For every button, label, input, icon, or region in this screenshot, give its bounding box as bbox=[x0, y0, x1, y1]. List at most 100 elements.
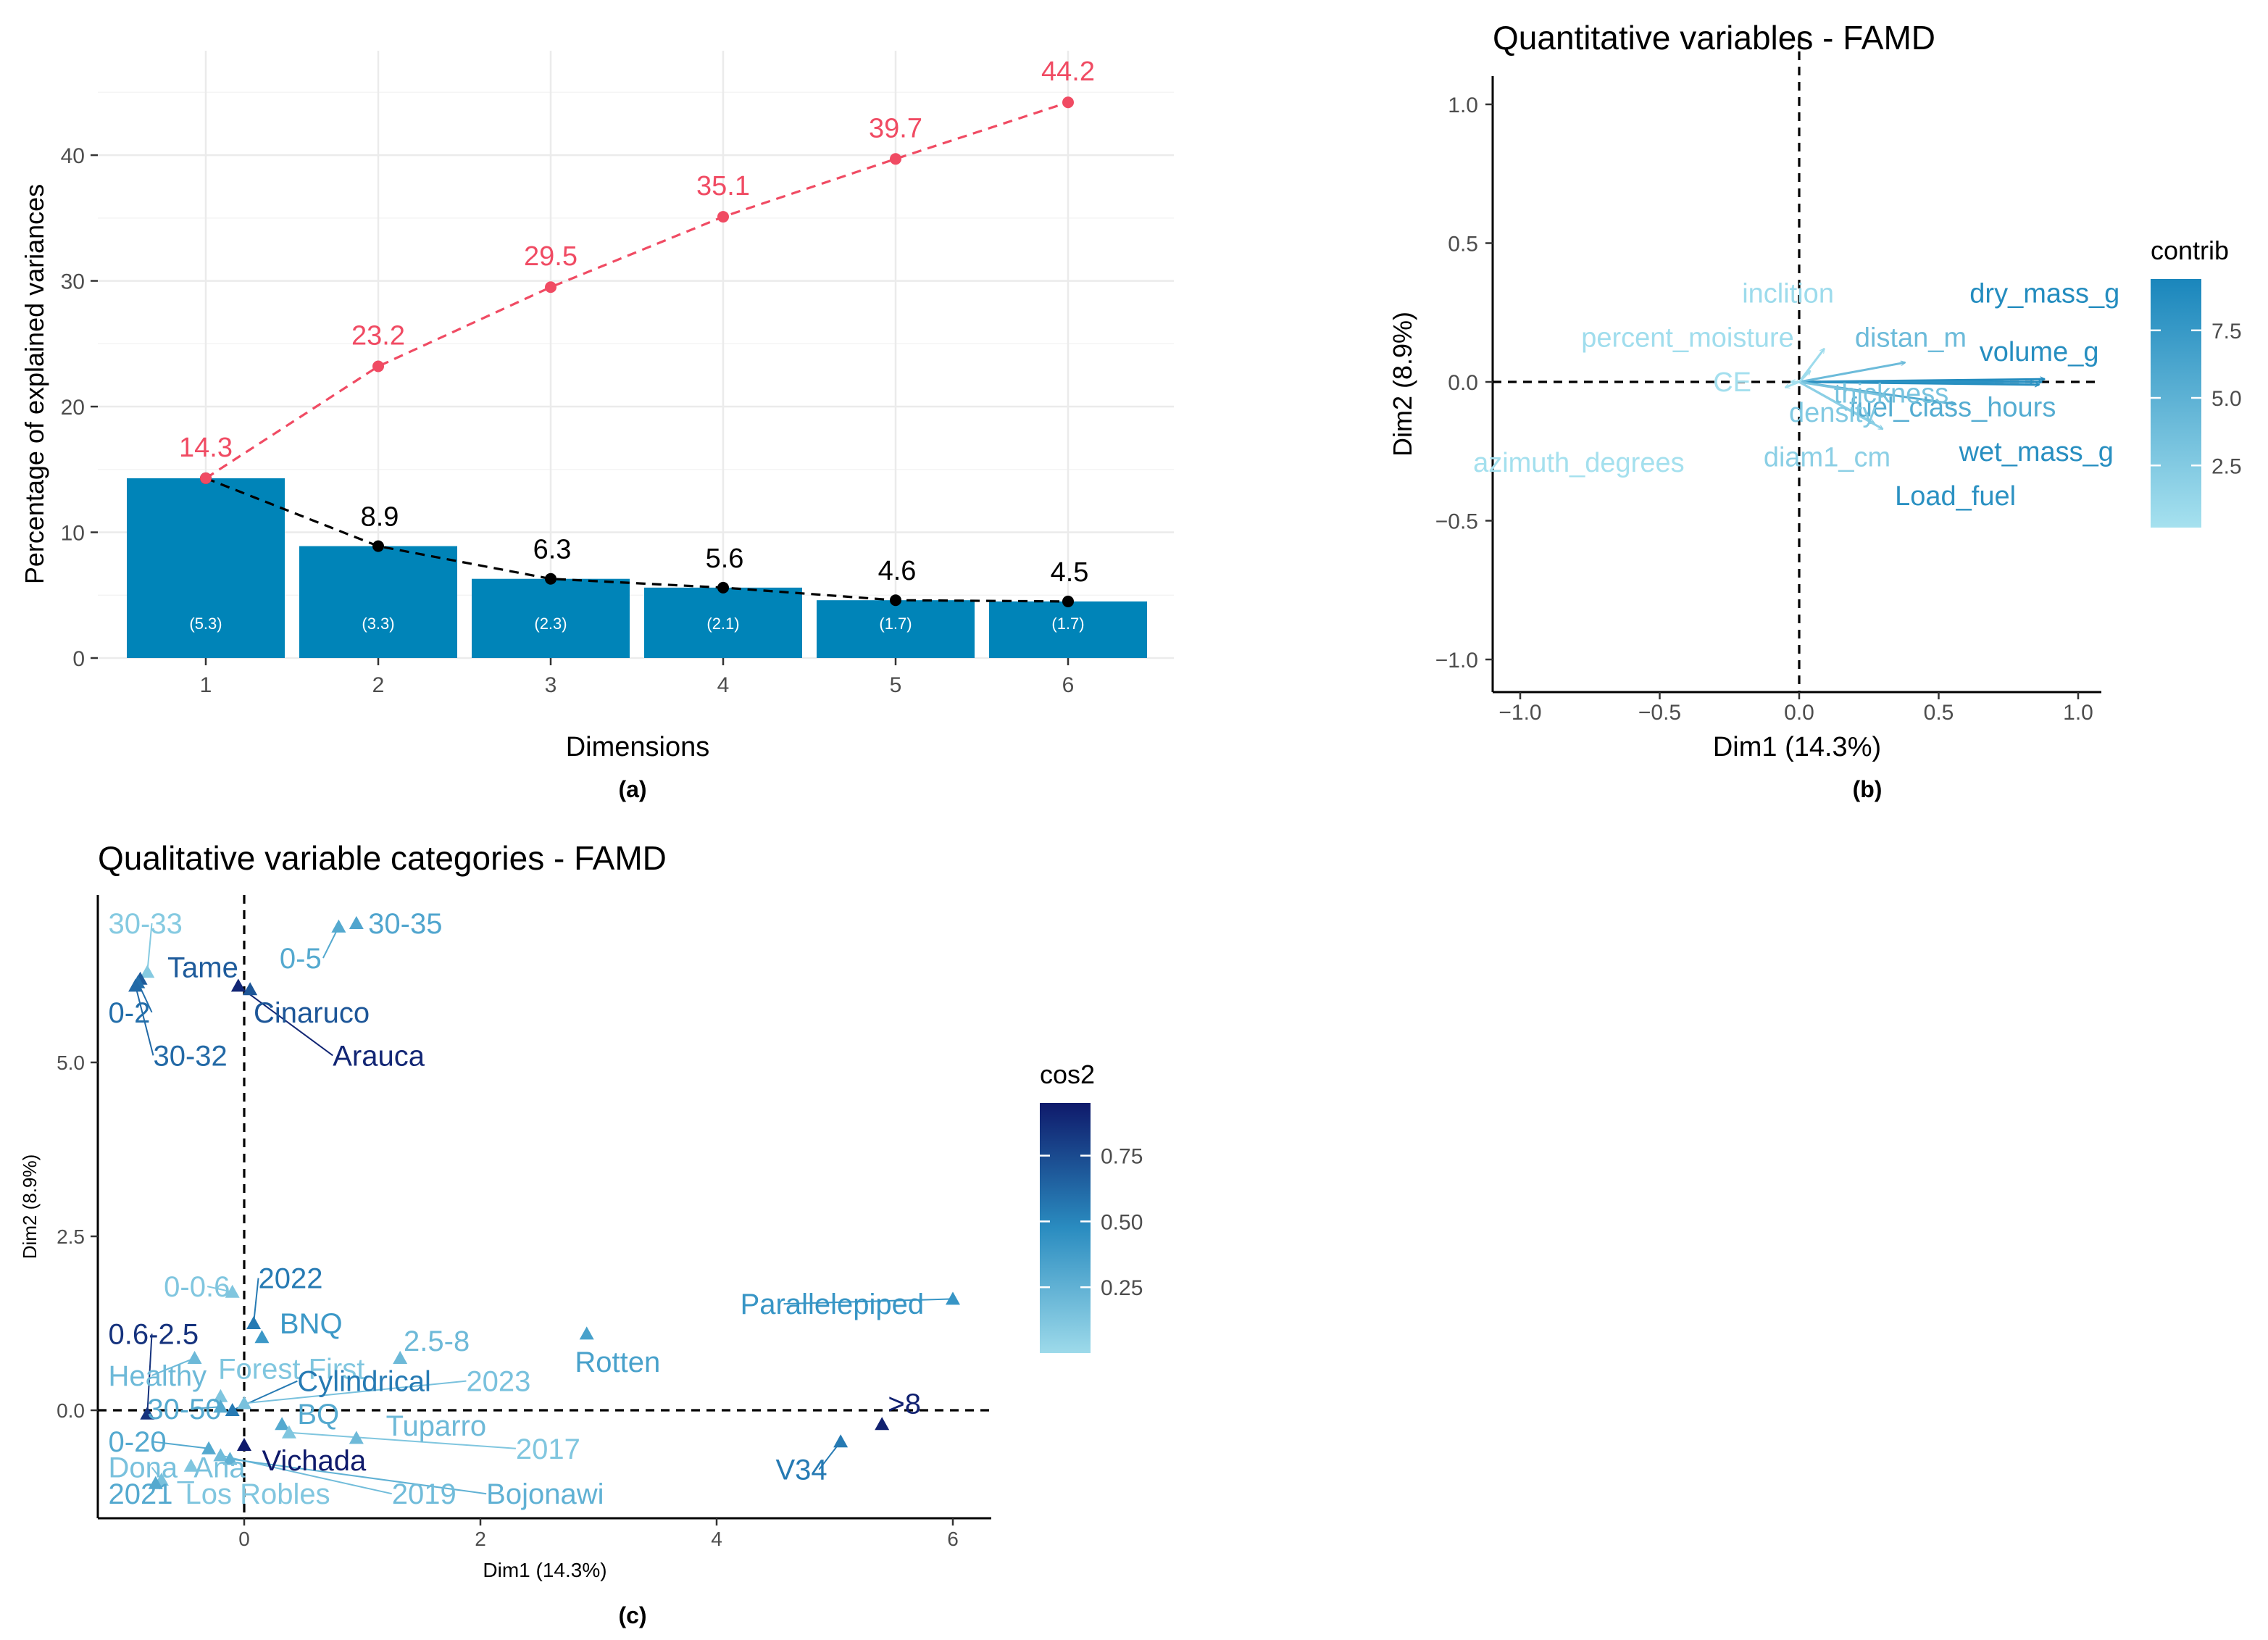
panel-a-x-tick-label: 5 bbox=[890, 673, 902, 697]
panel-b-variable-labels: dry_mass_g volume_g wet_mass_g Load_fuel fue… bbox=[1473, 278, 2119, 512]
panel-b-label-dry_mass_g: dry_mass_g bbox=[1969, 278, 2119, 309]
panel-a-cumulative-point-5 bbox=[890, 153, 901, 165]
panel-c-leader-Healthy bbox=[151, 1357, 195, 1376]
panel-b-x-tick-label: −0.5 bbox=[1638, 701, 1681, 725]
panel-a-bar-5 bbox=[817, 600, 975, 658]
panel-b-title: Quantitative variables - FAMD bbox=[1493, 19, 1935, 57]
panel-b-y-tick-label: 1.0 bbox=[1448, 93, 1478, 117]
panel-c-category-labels: 30-33 30-35 0-5 Tame 0-230-32 Cinaruco Arauca 0… bbox=[109, 908, 925, 1510]
panel-c-label: (c) bbox=[618, 1602, 646, 1628]
panel-c-points bbox=[128, 916, 960, 1489]
panel-a-x-tick-label: 2 bbox=[372, 673, 385, 697]
panel-c-legend-tick-label: 0.75 bbox=[1101, 1145, 1143, 1169]
panel-a-value-label-5: 4.6 bbox=[878, 556, 917, 586]
panel-b-arrow-distan_m bbox=[1798, 362, 1905, 383]
panel-c-leader-2023 bbox=[243, 1380, 467, 1404]
panel-c-label-Dona_Ana: Dona_Ana bbox=[109, 1452, 246, 1484]
panel-c-legend: cos2 0.25 0.50 0.75 bbox=[1040, 1060, 1143, 1353]
panel-c-label-V34: V34 bbox=[776, 1454, 827, 1486]
panel-c-point-Forest First bbox=[213, 1389, 228, 1402]
panel-b-arrow-diam1_cm bbox=[1798, 380, 1883, 430]
panel-b-variables-plot: Quantitative variables - FAMD dry_mass_g… bbox=[1388, 19, 2242, 802]
panel-b-label-fuel_class_hours: fuel_class_hours bbox=[1849, 392, 2056, 423]
panel-c-label-BNQ: BNQ bbox=[280, 1308, 343, 1340]
panel-c-point-Los Robles bbox=[183, 1458, 199, 1472]
panel-c-x-tick-label: 6 bbox=[947, 1528, 959, 1550]
panel-c-leader-2022 bbox=[253, 1278, 259, 1324]
panel-c-leader-30-50 bbox=[191, 1406, 221, 1410]
panel-b-legend-tick-label: 7.5 bbox=[2211, 320, 2242, 344]
panel-a-y-tick-label: 0 bbox=[72, 647, 85, 671]
panel-c-point->8 bbox=[875, 1417, 890, 1431]
panel-b-label: (b) bbox=[1853, 776, 1883, 802]
panel-b-legend-tick-label: 5.0 bbox=[2211, 387, 2242, 411]
panel-a-variance-line bbox=[205, 477, 1069, 603]
panel-c-point-2019 bbox=[213, 1448, 228, 1462]
panel-c-point-2023 bbox=[237, 1396, 251, 1410]
panel-b-legend-tick-label: 2.5 bbox=[2211, 454, 2242, 478]
panel-a-scree-plot: (5.3) (3.3) (2.3) (2.1) (1.7) (1.7) 8.9 6.3 5.6… bbox=[20, 51, 1174, 802]
panel-c-point-0.6-2.5 bbox=[140, 1406, 155, 1420]
panel-a-value-label-2: 8.9 bbox=[361, 502, 399, 533]
panel-a-x-tick-label: 4 bbox=[717, 673, 730, 697]
panel-a-cumulative-label-1: 14.3 bbox=[179, 433, 233, 463]
panel-a-point-2 bbox=[372, 540, 384, 552]
panel-a-value-label-4: 5.6 bbox=[706, 544, 744, 574]
panel-c-categories-plot: Qualitative variable categories - FAMD 3… bbox=[19, 839, 1143, 1628]
panel-c-point-30-32 bbox=[128, 978, 143, 992]
panel-c-point-Arauca bbox=[230, 978, 246, 992]
panel-c-label-0-20: 0-20 bbox=[109, 1426, 167, 1458]
panel-b-y-tick-label: −1.0 bbox=[1435, 649, 1478, 673]
panel-c-label-Healthy: Healthy bbox=[109, 1360, 207, 1392]
panel-a-cumulative-point-3 bbox=[545, 281, 556, 294]
panel-c-label-2023: 2023 bbox=[466, 1366, 530, 1398]
panel-a-y-tick-label: 30 bbox=[61, 270, 85, 294]
panel-a-points bbox=[200, 96, 1074, 607]
panel-b-label-azimuth_degrees: azimuth_degrees bbox=[1473, 448, 1685, 478]
panel-c-y-tick-label: 5.0 bbox=[57, 1052, 85, 1074]
panel-c-label-Tame: Tame bbox=[167, 952, 238, 983]
panel-a-bar-3 bbox=[472, 578, 630, 658]
panel-a-point-4 bbox=[717, 581, 729, 594]
panel-c-label-BQ: BQ bbox=[297, 1399, 339, 1431]
panel-c-point-Vichada bbox=[237, 1438, 251, 1451]
panel-c-label-30-35: 30-35 bbox=[368, 908, 442, 940]
panel-c-x-ticks: 0 2 4 6 bbox=[238, 1518, 959, 1550]
panel-a-value-label-3: 6.3 bbox=[533, 535, 572, 565]
panel-c-label-2019: 2019 bbox=[392, 1478, 456, 1510]
panel-a-point-3 bbox=[545, 573, 556, 585]
panel-b-legend: contrib 2.5 5.0 7.5 bbox=[2151, 236, 2242, 528]
panel-a-cumulative-label-6: 44.2 bbox=[1041, 57, 1095, 87]
panel-c-point-2.5-8 bbox=[393, 1351, 408, 1364]
panel-a-label: (a) bbox=[618, 776, 646, 802]
panel-c-label-0-2: 0-2 bbox=[109, 997, 151, 1029]
panel-b-label-wet_mass_g: wet_mass_g bbox=[1959, 437, 2114, 467]
panel-c-point-0-20 bbox=[201, 1441, 217, 1454]
panel-c-leader-Bojonawi bbox=[230, 1458, 487, 1495]
panel-c-legend-tick-label: 0.25 bbox=[1101, 1276, 1143, 1300]
panel-a-cumulative-labels: 14.3 23.2 29.5 35.1 39.7 44.2 bbox=[179, 57, 1095, 463]
panel-a-eigen-label-5: (1.7) bbox=[879, 615, 912, 633]
panel-a-cumulative-line bbox=[205, 101, 1069, 480]
panel-b-label-distan_m: distan_m bbox=[1855, 323, 1967, 354]
panel-b-x-tick-label: −1.0 bbox=[1498, 701, 1541, 725]
panel-c-x-tick-label: 0 bbox=[238, 1528, 250, 1550]
panel-b-legend-colorbar bbox=[2151, 279, 2201, 528]
panel-c-point-2021 bbox=[148, 1475, 163, 1489]
panel-c-legend-colorbar bbox=[1040, 1103, 1091, 1353]
panel-c-leader-0-20 bbox=[151, 1441, 209, 1449]
panel-c-label-2021: 2021 bbox=[109, 1478, 173, 1510]
panel-a-cumulative-label-5: 39.7 bbox=[869, 113, 922, 143]
panel-c-point-Rotten bbox=[579, 1326, 594, 1340]
panel-c-x-axis-title: Dim1 (14.3%) bbox=[483, 1559, 606, 1581]
panel-c-point-Bojonawi bbox=[222, 1452, 238, 1465]
panel-b-x-axis-title: Dim1 (14.3%) bbox=[1713, 732, 1881, 762]
panel-c-label-0-5: 0-5 bbox=[280, 943, 322, 975]
panel-a-cumulative-label-3: 29.5 bbox=[524, 241, 578, 272]
panel-a-y-axis-title: Percentage of explained variances bbox=[20, 184, 49, 584]
panel-a-eigen-label-3: (2.3) bbox=[534, 615, 567, 633]
panel-c-point-BQ bbox=[275, 1417, 290, 1431]
panel-b-arrow-azimuth_degrees bbox=[1785, 380, 1800, 388]
panel-b-arrows bbox=[1785, 349, 2045, 430]
panel-a-gridlines bbox=[98, 51, 1174, 659]
